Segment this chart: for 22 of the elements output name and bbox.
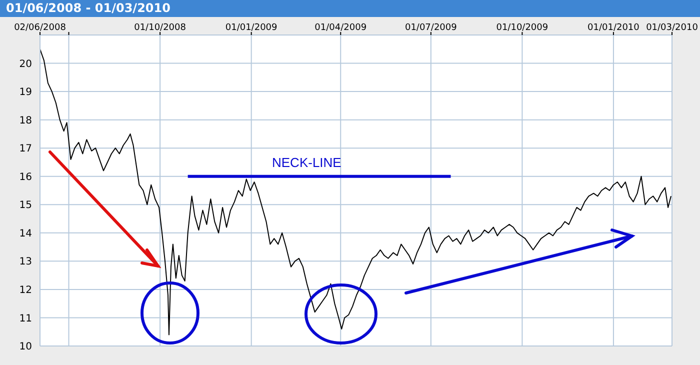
line-series bbox=[40, 48, 672, 336]
annotation: NECK-LINE bbox=[272, 155, 342, 170]
x-tick-label: 01/07/2009 bbox=[404, 23, 458, 33]
x-tick-label: 01/01/2009 bbox=[225, 23, 278, 33]
y-tick-label: 11 bbox=[19, 313, 32, 324]
x-tick-label: 01/01/2010 bbox=[588, 23, 640, 33]
x-tick-label: 01/03/2010 bbox=[646, 23, 698, 33]
x-tick-label: 01/10/2008 bbox=[134, 23, 186, 33]
y-tick-label: 20 bbox=[19, 58, 32, 70]
y-tick-label: 16 bbox=[19, 172, 32, 183]
y-tick-label: 13 bbox=[19, 256, 32, 268]
y-tick-label: 14 bbox=[19, 228, 32, 240]
y-tick-label: 18 bbox=[19, 115, 32, 126]
y-tick-label: 10 bbox=[19, 342, 32, 353]
chart-title: 01/06/2008 - 01/03/2010 bbox=[0, 0, 700, 17]
y-tick-label: 15 bbox=[19, 200, 32, 212]
y-tick-label: 19 bbox=[19, 87, 32, 98]
y-tick-label: 17 bbox=[19, 144, 32, 155]
x-tick-label: 01/04/2009 bbox=[314, 23, 367, 33]
x-tick-label: 02/06/2008 bbox=[14, 23, 66, 33]
y-tick-label: 12 bbox=[19, 285, 32, 296]
x-tick-label: 01/10/2009 bbox=[496, 23, 548, 33]
